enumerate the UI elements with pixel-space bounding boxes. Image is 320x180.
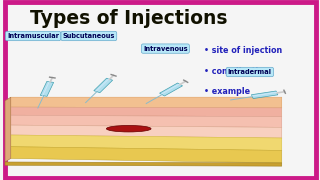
Polygon shape bbox=[5, 97, 11, 162]
Polygon shape bbox=[11, 115, 282, 127]
Polygon shape bbox=[11, 135, 282, 150]
Text: • complication: • complication bbox=[204, 67, 269, 76]
Polygon shape bbox=[5, 162, 282, 166]
Text: Intradermal: Intradermal bbox=[228, 69, 272, 75]
Polygon shape bbox=[252, 91, 278, 99]
Ellipse shape bbox=[107, 125, 151, 132]
Text: Intravenous: Intravenous bbox=[143, 46, 188, 52]
Polygon shape bbox=[11, 147, 282, 163]
Text: Subcutaneous: Subcutaneous bbox=[63, 33, 115, 39]
Text: • example: • example bbox=[204, 87, 250, 96]
Polygon shape bbox=[11, 107, 282, 117]
Polygon shape bbox=[11, 97, 282, 108]
Polygon shape bbox=[94, 78, 113, 93]
Polygon shape bbox=[40, 81, 54, 96]
Polygon shape bbox=[11, 125, 282, 138]
Text: Types of Injections: Types of Injections bbox=[30, 9, 228, 28]
Polygon shape bbox=[160, 83, 182, 96]
Text: Intramuscular: Intramuscular bbox=[7, 33, 59, 39]
Text: • site of injection: • site of injection bbox=[204, 46, 282, 55]
